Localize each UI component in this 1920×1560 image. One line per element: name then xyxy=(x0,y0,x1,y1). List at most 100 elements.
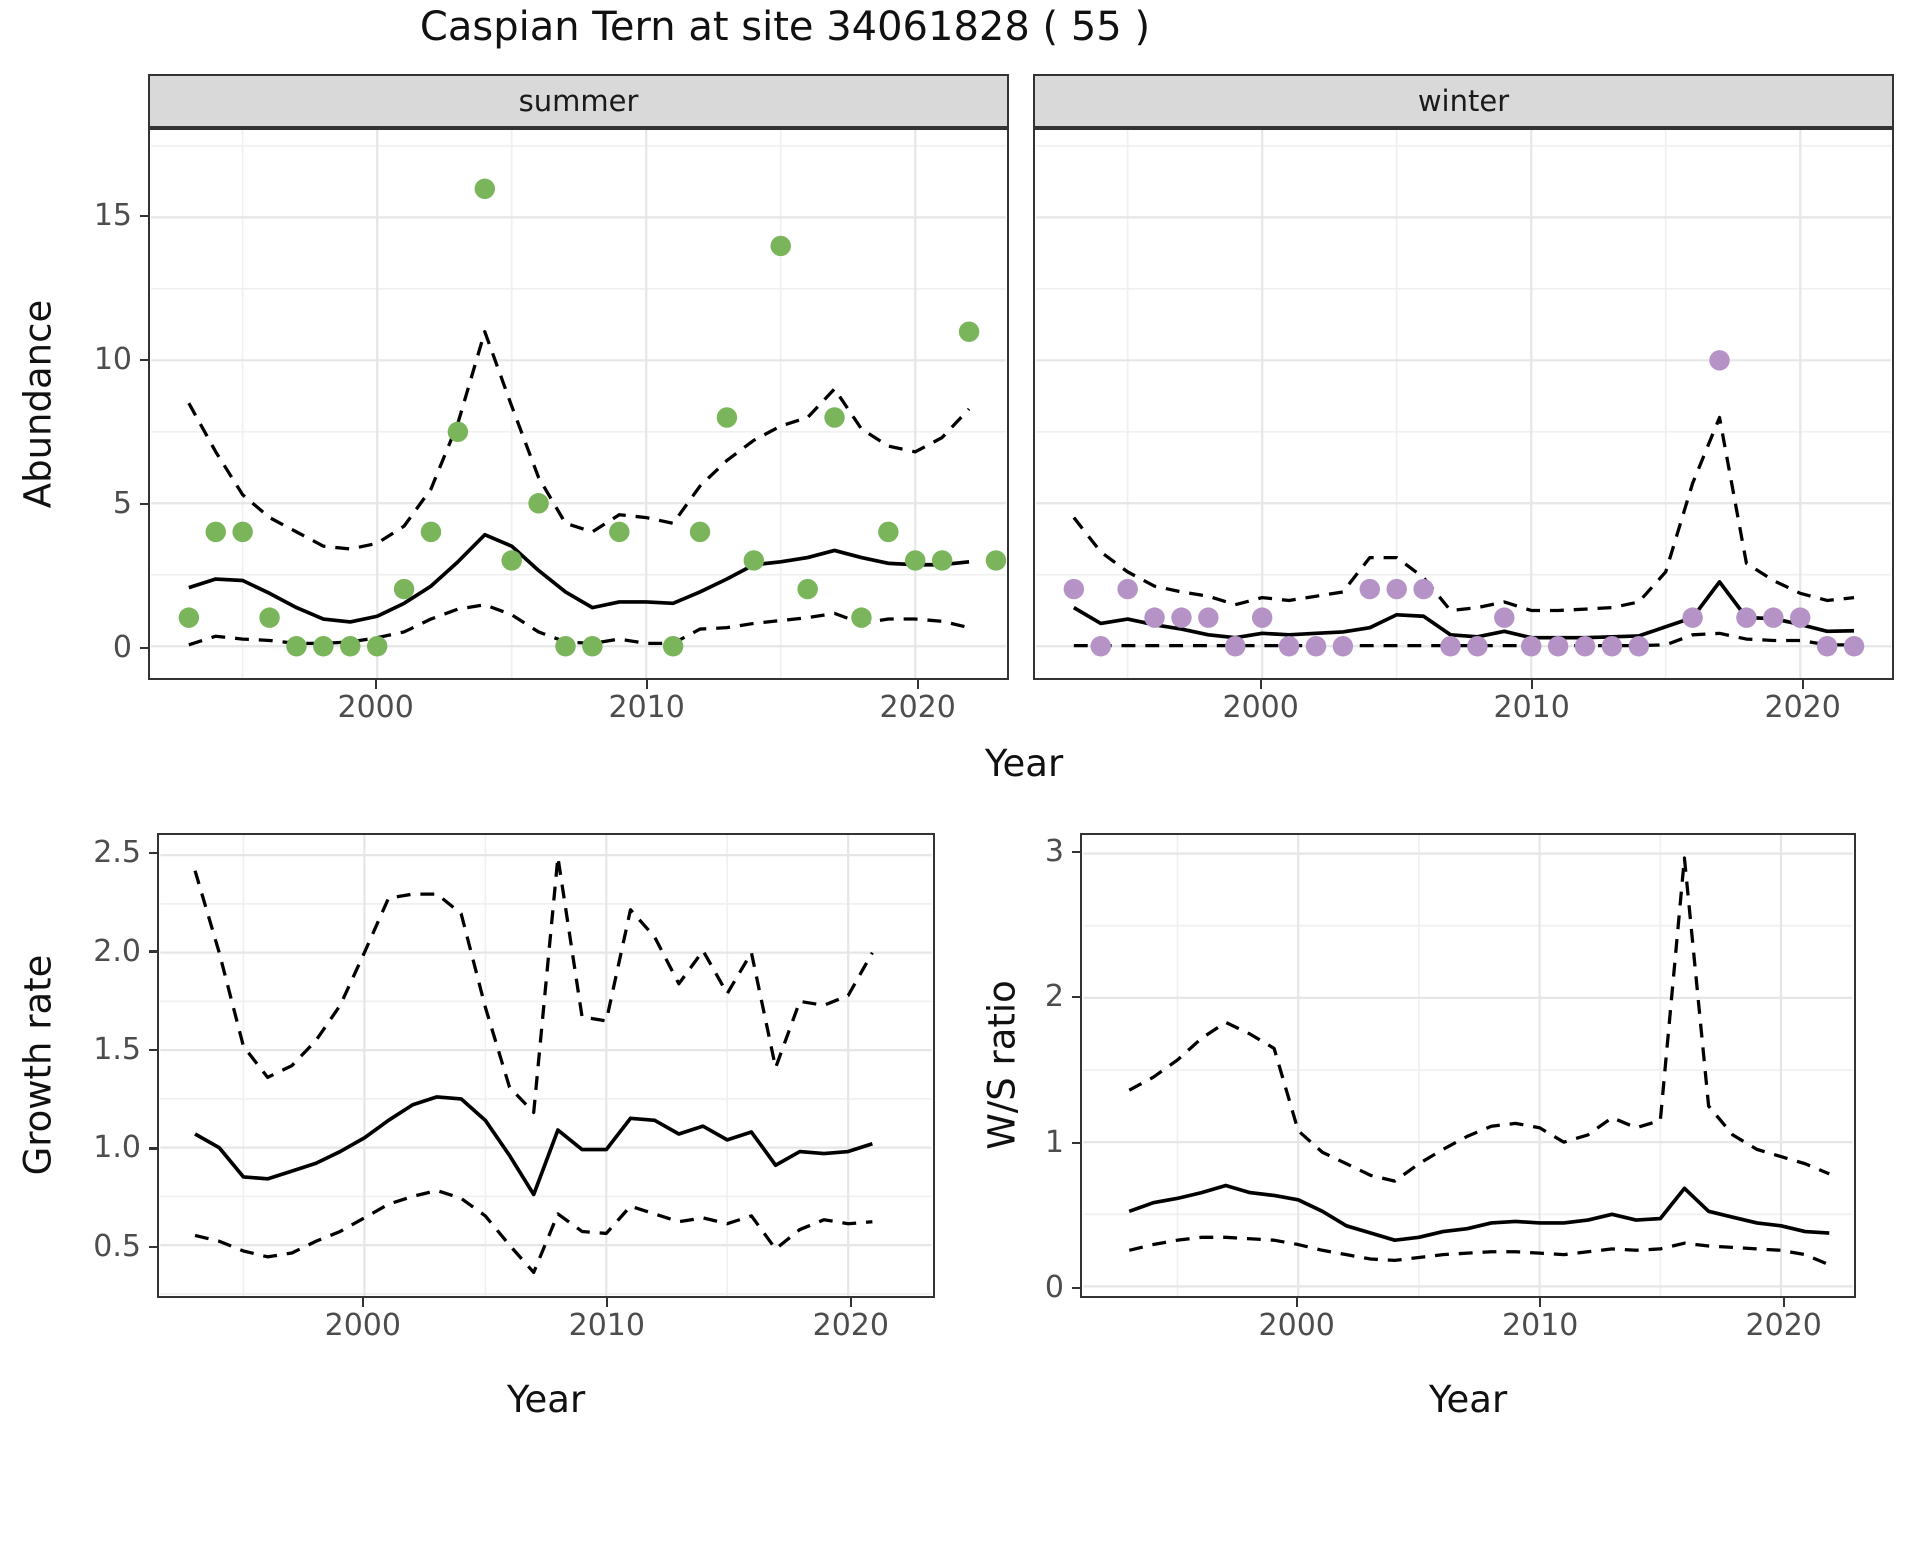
y-tick-label: 2.0 xyxy=(93,933,141,969)
data-point xyxy=(420,521,442,543)
median-line xyxy=(1128,1183,1830,1243)
data-point xyxy=(1198,607,1219,628)
x-tick-label: 2020 xyxy=(812,1308,889,1343)
x-tick-label: 2000 xyxy=(1258,1308,1335,1343)
data-point xyxy=(1682,607,1703,628)
y-tick-mark xyxy=(140,646,148,650)
facet-strip-summer-label: summer xyxy=(518,84,639,118)
data-point xyxy=(1386,578,1407,600)
y-tick-label: 3 xyxy=(1044,833,1064,869)
ci-lower-line xyxy=(1128,1235,1830,1267)
data-point xyxy=(609,521,630,543)
y-tick-label: 1.5 xyxy=(93,1032,141,1067)
data-point xyxy=(1547,636,1569,657)
data-point xyxy=(985,550,1007,571)
data-point xyxy=(366,636,388,657)
data-point xyxy=(1251,607,1273,628)
data-point xyxy=(689,521,711,543)
y-tick-mark xyxy=(1072,850,1080,853)
data-point xyxy=(1171,607,1192,628)
data-point xyxy=(1816,636,1838,657)
y-tick-label: 1 xyxy=(1044,1124,1064,1160)
winter-plot xyxy=(1036,130,1891,678)
y-tick-mark xyxy=(149,950,157,953)
x-tick-mark xyxy=(361,1298,364,1307)
x-tick-mark xyxy=(1530,680,1533,689)
x-tick-mark xyxy=(916,680,919,689)
x-tick-label: 2010 xyxy=(1502,1308,1579,1343)
ci-upper-line xyxy=(1128,856,1830,1183)
y-axis-title-abundance: Abundance xyxy=(16,299,60,509)
data-point xyxy=(340,636,361,657)
x-tick-mark xyxy=(1259,680,1262,689)
data-point xyxy=(1225,636,1246,657)
x-tick-mark xyxy=(849,1298,852,1307)
x-tick-mark xyxy=(1801,680,1804,689)
x-tick-mark xyxy=(1782,1298,1785,1307)
chart-title: Caspian Tern at site 34061828 ( 55 ) xyxy=(419,4,1151,50)
facet-strip-winter: winter xyxy=(1033,74,1894,128)
x-tick-label: 2000 xyxy=(337,690,414,725)
x-axis-title-ws: Year xyxy=(1428,1378,1508,1421)
x-tick-mark xyxy=(645,680,648,689)
data-point xyxy=(313,636,334,657)
data-point xyxy=(1413,578,1434,600)
x-tick-label: 2020 xyxy=(879,690,956,725)
x-tick-label: 2000 xyxy=(1222,690,1299,725)
ci-upper-line xyxy=(187,330,971,551)
summer-plot xyxy=(151,130,1007,678)
data-point xyxy=(1332,636,1354,657)
data-point xyxy=(1601,636,1623,657)
x-tick-label: 2020 xyxy=(1745,1308,1822,1343)
data-point xyxy=(931,550,953,571)
y-tick-mark xyxy=(1072,996,1080,999)
data-point xyxy=(743,550,765,571)
data-point xyxy=(178,607,200,628)
data-point xyxy=(393,578,415,600)
x-axis-title-top: Year xyxy=(984,742,1064,785)
data-point xyxy=(205,521,226,543)
data-point xyxy=(1278,636,1300,657)
x-tick-mark xyxy=(605,1298,608,1307)
facet-strip-winter-label: winter xyxy=(1417,84,1510,118)
panel-abundance-winter xyxy=(1033,128,1894,680)
data-point xyxy=(1520,636,1542,657)
data-point xyxy=(1763,607,1784,628)
data-point xyxy=(1117,578,1138,600)
data-point xyxy=(447,421,469,443)
data-point xyxy=(1494,607,1515,628)
x-tick-label: 2010 xyxy=(568,1308,645,1343)
ci-lower-line xyxy=(1073,631,1855,648)
data-point xyxy=(1090,636,1111,657)
y-tick-mark xyxy=(149,852,157,855)
data-point xyxy=(528,493,549,514)
data-point xyxy=(474,178,496,199)
y-tick-label: 2.5 xyxy=(93,835,141,871)
data-point xyxy=(824,407,845,428)
median-line xyxy=(188,532,970,624)
ci-upper-line xyxy=(1072,415,1855,613)
x-tick-mark xyxy=(374,680,377,689)
x-tick-label: 2000 xyxy=(324,1308,401,1343)
y-tick-label: 15 xyxy=(93,198,132,233)
data-point xyxy=(555,636,576,657)
data-point xyxy=(958,321,980,342)
ci-upper-line xyxy=(193,855,874,1115)
y-tick-label: 2 xyxy=(1044,979,1064,1015)
y-tick-mark xyxy=(140,502,148,506)
median-line xyxy=(194,1095,873,1197)
y-tick-mark xyxy=(140,358,148,362)
data-point xyxy=(259,607,280,628)
panel-abundance-summer xyxy=(148,128,1009,680)
data-point xyxy=(1144,607,1165,628)
data-point xyxy=(232,521,253,543)
data-point xyxy=(1574,636,1596,657)
y-tick-mark xyxy=(149,1048,157,1052)
growth-plot xyxy=(160,835,932,1296)
y-tick-mark xyxy=(149,1245,157,1248)
x-tick-mark xyxy=(1295,1298,1298,1307)
data-point xyxy=(1736,607,1757,628)
facet-strip-summer: summer xyxy=(148,74,1009,128)
y-axis-title-growth: Growth rate xyxy=(16,954,60,1176)
